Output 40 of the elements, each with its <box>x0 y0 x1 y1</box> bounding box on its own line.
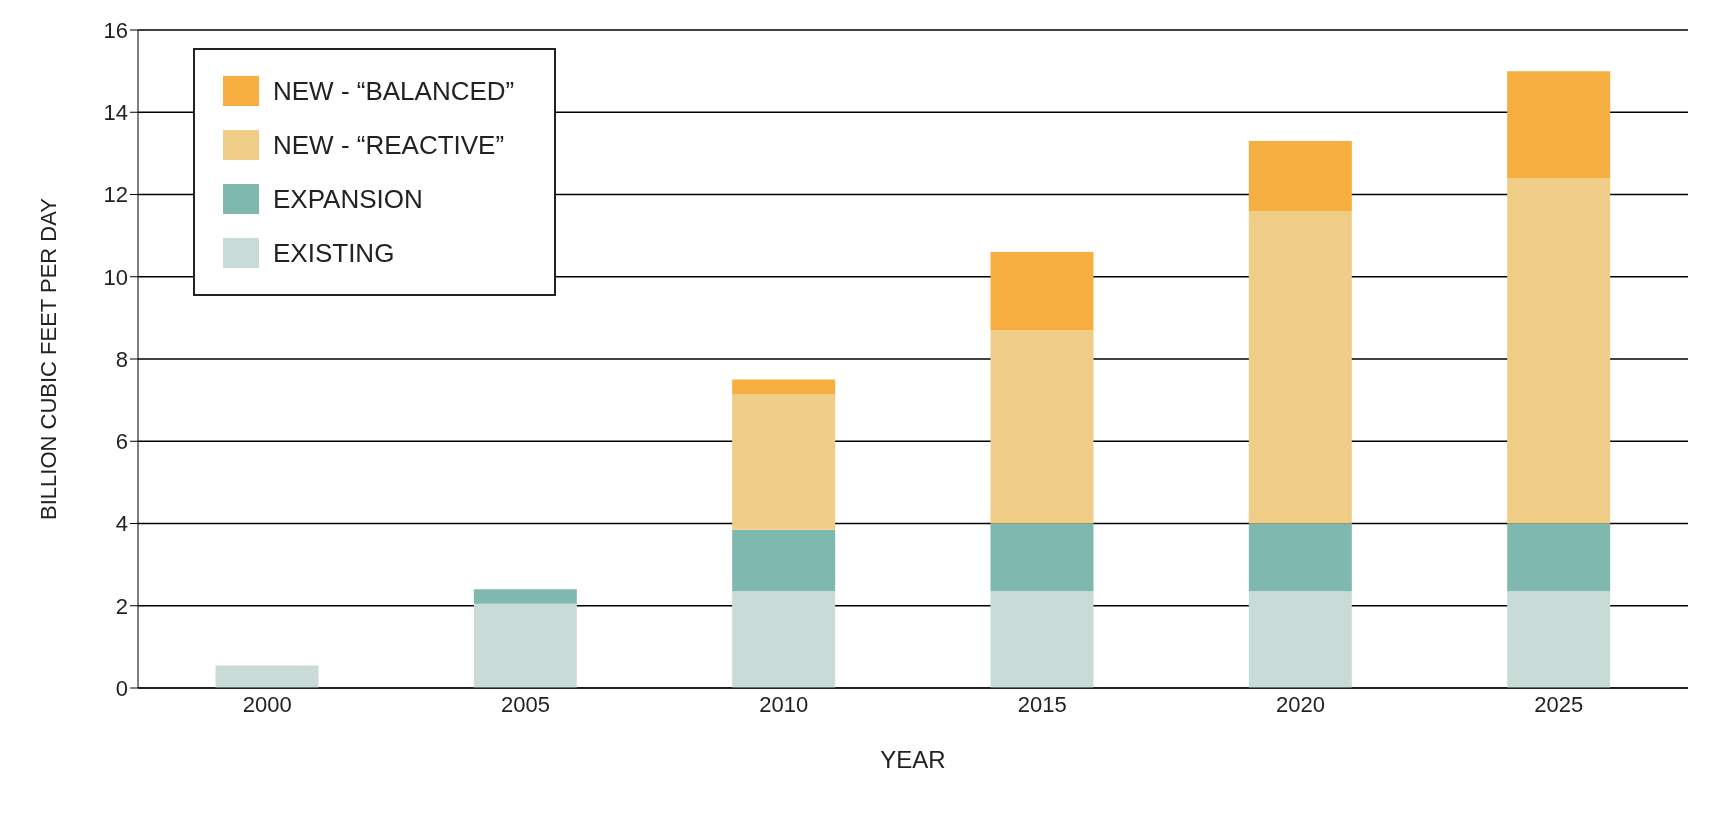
y-tick-label: 4 <box>115 511 128 537</box>
legend-label: NEW - “BALANCED” <box>273 75 515 107</box>
y-tick-label: 10 <box>103 264 128 290</box>
bar <box>1248 141 1352 211</box>
y-tick-label: 8 <box>115 346 128 372</box>
x-tick-label: 2000 <box>242 691 292 717</box>
y-tick-label: 2 <box>115 593 128 619</box>
legend-label: EXISTING <box>273 237 395 269</box>
bar <box>990 523 1094 592</box>
y-tick-label: 14 <box>103 100 128 126</box>
y-tick-label: 0 <box>115 675 128 701</box>
x-tick-label: 2010 <box>759 691 809 717</box>
bar <box>1248 591 1352 688</box>
x-axis-title: YEAR <box>880 746 946 773</box>
bar <box>1507 591 1611 688</box>
y-tick-label: 16 <box>103 17 128 43</box>
bar <box>215 665 319 688</box>
bar <box>732 591 836 688</box>
bar <box>990 330 1094 524</box>
bar <box>1507 523 1611 592</box>
bar <box>1507 178 1611 524</box>
bar <box>990 591 1094 688</box>
bar <box>732 393 836 530</box>
bar <box>1248 523 1352 592</box>
bar <box>473 589 577 604</box>
y-tick-label: 12 <box>103 182 128 208</box>
x-tick-label: 2025 <box>1534 691 1584 717</box>
bar <box>1248 210 1352 524</box>
bar <box>1507 71 1611 179</box>
y-axis-title: BILLION CUBIC FEET PER DAY <box>35 197 61 520</box>
bar <box>732 379 836 394</box>
y-tick-label: 6 <box>115 429 128 455</box>
bar <box>990 252 1094 331</box>
x-tick-label: 2015 <box>1017 691 1067 717</box>
legend-label: NEW - “REACTIVE” <box>273 129 505 161</box>
bar <box>732 529 836 592</box>
x-tick-label: 2005 <box>501 691 550 717</box>
bar <box>473 603 577 688</box>
legend-label: EXPANSION <box>273 183 423 215</box>
x-tick-label: 2020 <box>1276 691 1325 717</box>
